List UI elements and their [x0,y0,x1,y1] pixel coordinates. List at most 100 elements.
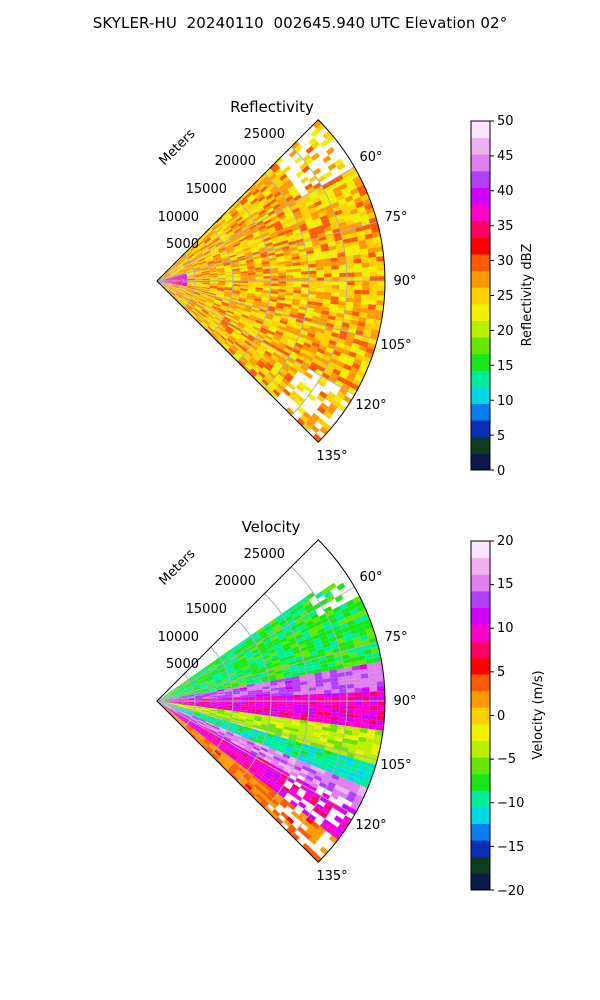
field-cell [283,671,292,676]
field-cell [377,285,385,291]
field-cell [300,348,309,355]
field-cell [296,661,305,667]
field-cell [164,282,173,284]
field-cell [289,336,298,343]
field-cell [230,753,238,760]
field-cell [243,308,252,313]
field-cell [194,726,202,732]
field-cell [318,193,328,201]
field-cell [261,775,270,782]
field-cell [285,651,294,658]
field-cell [164,698,173,701]
field-cell [365,238,375,245]
field-cell [279,800,288,809]
field-cell [176,264,183,270]
field-cell [334,174,344,183]
field-cell [232,284,241,287]
field-cell [217,270,225,274]
field-cell [323,350,333,358]
field-cell [293,744,302,750]
field-cell [344,760,353,767]
field-cell [292,265,301,270]
field-cell [200,265,209,269]
field-cell [277,790,286,799]
field-cell [238,767,246,775]
field-cell [228,756,236,763]
field-cell [347,807,357,815]
field-cell [266,246,275,252]
field-cell [306,249,315,255]
field-cell [308,290,317,295]
field-cell [313,774,323,782]
field-cell [318,390,328,399]
field-cell [264,168,273,176]
field-cell [319,634,329,642]
field-cell [260,673,269,678]
field-cell [172,702,180,704]
field-cell [246,714,255,719]
field-cell [315,224,324,231]
field-cell [353,258,362,264]
field-cell [234,341,242,348]
field-cell [336,308,345,314]
field-cell [164,283,172,286]
field-cell [263,178,272,186]
field-cell [172,702,180,705]
field-cell [293,345,302,352]
field-cell [302,422,311,432]
field-cell [242,189,251,197]
field-cell [255,770,263,778]
field-cell [341,234,350,240]
field-cell [232,734,241,740]
azimuth-tick-label: 120° [355,818,386,833]
field-cell [217,337,225,345]
field-cell [221,333,229,340]
field-cell [267,183,276,191]
field-cell [192,293,200,298]
field-cell [224,709,233,713]
field-cell [248,316,257,322]
field-cell [377,701,385,706]
field-cell [220,654,228,661]
field-cell [237,300,246,305]
field-cell [247,288,256,292]
field-cell [170,287,178,291]
field-cell [241,314,250,319]
field-cell [177,268,185,272]
field-cell [316,207,326,215]
field-cell [223,262,232,267]
radial-tick-label: 5000 [166,657,199,672]
field-cell [358,365,368,373]
field-cell [308,348,317,355]
field-cell [163,284,171,288]
field-cell [267,630,276,637]
field-cell [251,228,260,234]
field-cell [336,780,345,788]
field-cell [368,714,377,721]
field-cell [277,684,286,688]
field-cell [300,207,309,214]
field-cell [331,273,340,278]
field-cell [217,665,226,671]
field-cell [335,633,345,640]
field-cell [238,739,247,745]
field-cell [223,715,232,720]
field-cell [261,652,270,658]
field-cell [255,319,264,325]
field-cell [352,217,362,224]
field-cell [316,704,325,709]
field-cell [308,281,317,285]
field-cell [349,366,359,375]
field-cell [269,325,278,331]
field-cell [361,289,370,295]
field-cell [312,315,321,321]
field-cell [337,724,346,730]
field-cell [261,175,270,184]
field-cell [308,748,317,755]
field-cell [314,725,323,731]
field-cell [191,245,198,252]
field-cell [285,269,294,273]
field-cell [315,714,324,720]
field-cell [316,270,325,275]
field-cell [327,391,337,400]
